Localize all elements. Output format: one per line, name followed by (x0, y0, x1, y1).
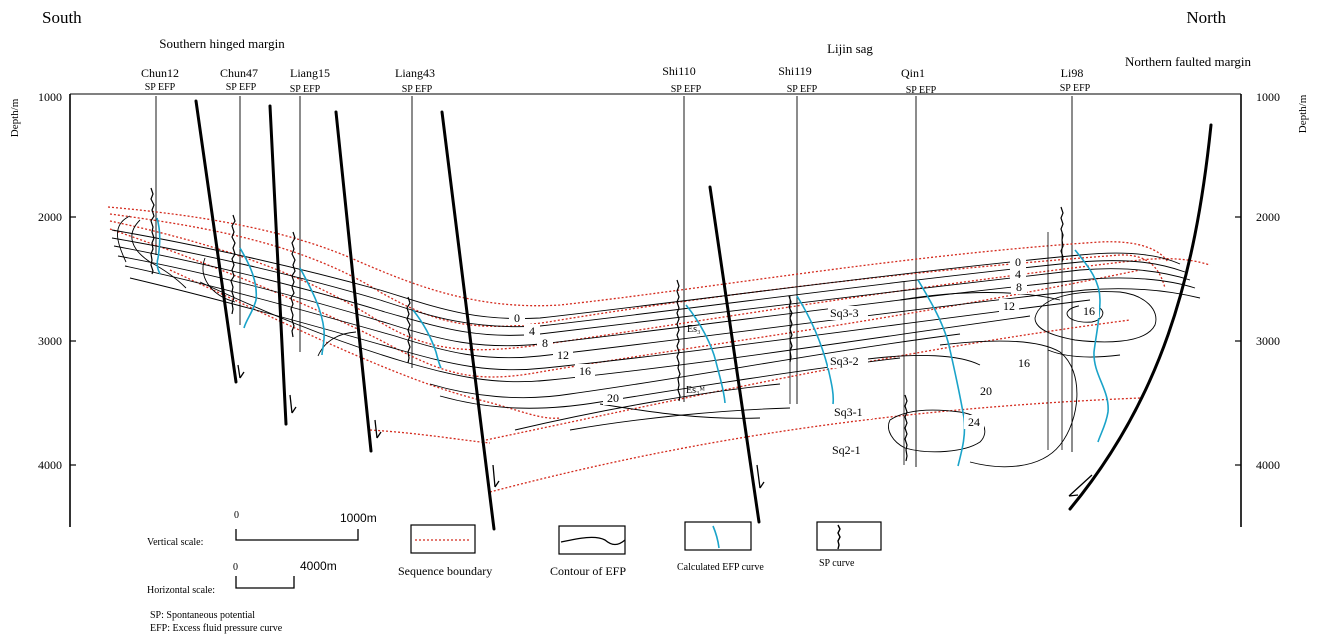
depth-tick-label: 2000 (38, 210, 62, 224)
legend-contour: Contour of EFP (550, 525, 626, 578)
contour-label: 0 (514, 311, 520, 325)
horizontal-scale-label: Horizontal scale: (147, 585, 215, 596)
legend-calculated-efp: Calculated EFP curve (677, 521, 764, 573)
well-curves: SP EFP (290, 84, 321, 95)
note-sp: SP: Spontaneous potential (150, 610, 255, 621)
region-northern-label: Northern faulted margin (1125, 54, 1252, 69)
contour-label: 12 (1003, 299, 1015, 313)
contour-label: 24 (968, 415, 980, 429)
sp-curves (150, 187, 1064, 462)
legend: Sequence boundary Contour of EFP Calcula… (398, 521, 882, 578)
horizontal-scale-zero: 0 (233, 562, 238, 573)
contour-label: 12 (557, 348, 569, 362)
legend-sequence-boundary: Sequence boundary (398, 524, 492, 578)
well-labels: Chun12 SP EFP Chun47 SP EFP Liang15 SP E… (141, 64, 1091, 96)
legend-sequence-boundary-label: Sequence boundary (398, 564, 492, 578)
fault-arrows (237, 364, 1093, 497)
well-name: Qin1 (901, 66, 925, 80)
south-label: South (42, 8, 82, 27)
vertical-scale-zero: 0 (234, 510, 239, 521)
well-name: Chun12 (141, 66, 179, 80)
contour-labels: 0 4 8 12 16 20 0 4 8 12 16 16 20 24 (509, 255, 1099, 429)
region-lijin-label: Lijin sag (827, 41, 873, 56)
contour-label: 8 (542, 336, 548, 350)
well-curves: SP EFP (906, 85, 937, 96)
faults (194, 99, 1213, 531)
well-curves: SP EFP (145, 82, 176, 93)
legend-calculated-efp-label: Calculated EFP curve (677, 562, 764, 573)
well-name: Chun47 (220, 66, 258, 80)
depth-tick-label: 3000 (38, 334, 62, 348)
right-depth-labels: 1000 2000 3000 4000 (1256, 90, 1280, 472)
well-curves: SP EFP (787, 84, 818, 95)
contour-label: 20 (980, 384, 992, 398)
horizontal-scale-value: 4000m (300, 559, 337, 573)
depth-tick-label: 1000 (38, 90, 62, 104)
well-curves: SP EFP (1060, 83, 1091, 94)
sequence-label: Sq3-2 (830, 354, 859, 368)
depth-ticks (70, 216, 1241, 466)
contour-label: 20 (607, 391, 619, 405)
right-axis-label: Depth/m (1297, 94, 1309, 133)
contour-label: 16 (1018, 356, 1030, 370)
note-efp: EFP: Excess fluid pressure curve (150, 623, 283, 634)
formation-labels: Es₃ Es₃ᴹ (686, 324, 705, 396)
calculated-efp-curves (156, 217, 1109, 467)
well-name: Li98 (1061, 66, 1084, 80)
contour-label: 4 (529, 324, 535, 338)
well-extensions (789, 232, 1063, 465)
legend-sp-curve: SP curve (816, 521, 882, 569)
section-frame (69, 93, 1242, 527)
well-curves: SP EFP (226, 82, 257, 93)
legend-contour-label: Contour of EFP (550, 564, 626, 578)
left-depth-labels: 1000 2000 3000 4000 (38, 90, 62, 472)
north-label: North (1186, 8, 1226, 27)
depth-tick-label: 1000 (1256, 90, 1280, 104)
legend-sp-curve-label: SP curve (819, 558, 855, 569)
well-curves: SP EFP (671, 84, 702, 95)
well-lines (155, 96, 1073, 467)
formation-label: Es₃ᴹ (686, 385, 705, 396)
efp-contours (111, 215, 1201, 468)
depth-tick-label: 4000 (1256, 458, 1280, 472)
contour-label: 16 (579, 364, 591, 378)
sequence-label: Sq3-3 (830, 306, 859, 320)
depth-tick-label: 4000 (38, 458, 62, 472)
vertical-scale-label: Vertical scale: (147, 537, 203, 548)
depth-tick-label: 2000 (1256, 210, 1280, 224)
well-name: Liang43 (395, 66, 435, 80)
horizontal-scale: Horizontal scale: 0 4000m (147, 559, 337, 596)
well-name: Liang15 (290, 66, 330, 80)
sequence-boundaries (107, 206, 1211, 493)
contour-label: 16 (1083, 304, 1095, 318)
sequence-label: Sq3-1 (834, 405, 863, 419)
sequence-label: Sq2-1 (832, 443, 861, 457)
contour-label: 0 (1015, 255, 1021, 269)
formation-label: Es₃ (687, 324, 701, 335)
well-curves: SP EFP (402, 84, 433, 95)
well-name: Shi119 (778, 64, 812, 78)
well-name: Shi110 (662, 64, 696, 78)
vertical-scale-value: 1000m (340, 511, 377, 525)
left-axis-label: Depth/m (9, 98, 21, 137)
contour-label: 8 (1016, 280, 1022, 294)
depth-tick-label: 3000 (1256, 334, 1280, 348)
vertical-scale: Vertical scale: 0 1000m (147, 510, 377, 548)
region-southern-label: Southern hinged margin (159, 36, 285, 51)
sequence-labels: Sq3-3 Sq3-2 Sq3-1 Sq2-1 (828, 306, 872, 457)
contour-label: 4 (1015, 267, 1021, 281)
